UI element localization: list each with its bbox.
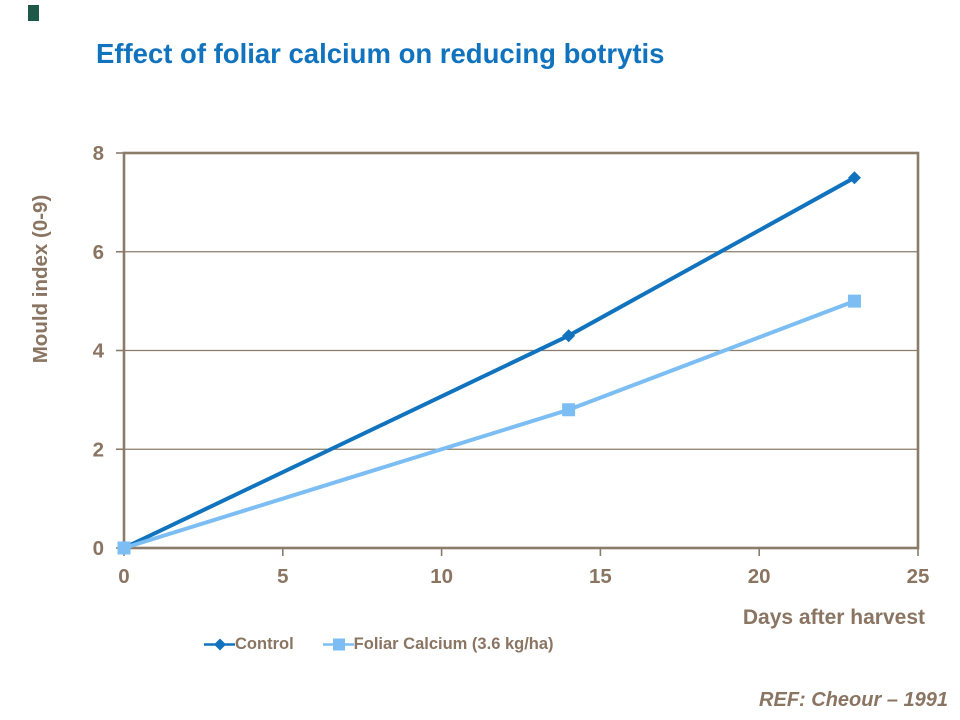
series-line-0 bbox=[123, 175, 856, 550]
x-axis-title: Days after harvest bbox=[742, 606, 925, 629]
x-tick-label: 10 bbox=[430, 565, 453, 588]
series-1-marker bbox=[847, 294, 861, 308]
legend-label: Control bbox=[235, 634, 294, 653]
x-tick-label: 20 bbox=[748, 565, 771, 588]
x-tick-label: 25 bbox=[907, 565, 930, 588]
series-1-marker bbox=[117, 541, 131, 555]
slide-accent-mark bbox=[28, 5, 39, 21]
y-tick-label: 6 bbox=[93, 241, 104, 264]
x-tick-label: 5 bbox=[277, 565, 288, 588]
y-tick-label: 4 bbox=[93, 340, 105, 363]
series-line-1 bbox=[123, 299, 856, 550]
series-0-marker bbox=[847, 171, 861, 185]
legend-item: Foliar Calcium (3.6 kg/ha) bbox=[322, 634, 554, 654]
reference-note: REF: Cheour – 1991 bbox=[759, 689, 948, 711]
legend-marker-icon bbox=[204, 638, 235, 650]
chart-title: Effect of foliar calcium on reducing bot… bbox=[96, 38, 665, 69]
series-1-marker bbox=[562, 403, 576, 417]
chart-legend: Control Foliar Calcium (3.6 kg/ha) bbox=[204, 634, 554, 654]
legend-marker-icon bbox=[322, 638, 354, 650]
series-0-marker bbox=[562, 329, 576, 343]
legend-label: Foliar Calcium (3.6 kg/ha) bbox=[353, 634, 554, 653]
legend-item: Control bbox=[204, 635, 294, 654]
y-tick-label: 0 bbox=[93, 537, 104, 560]
y-axis-title: Mould index (0-9) bbox=[29, 194, 52, 364]
y-tick-label: 2 bbox=[93, 438, 104, 461]
x-tick-label: 15 bbox=[589, 565, 612, 588]
x-tick-label: 0 bbox=[118, 565, 129, 588]
y-tick-label: 8 bbox=[93, 142, 104, 165]
